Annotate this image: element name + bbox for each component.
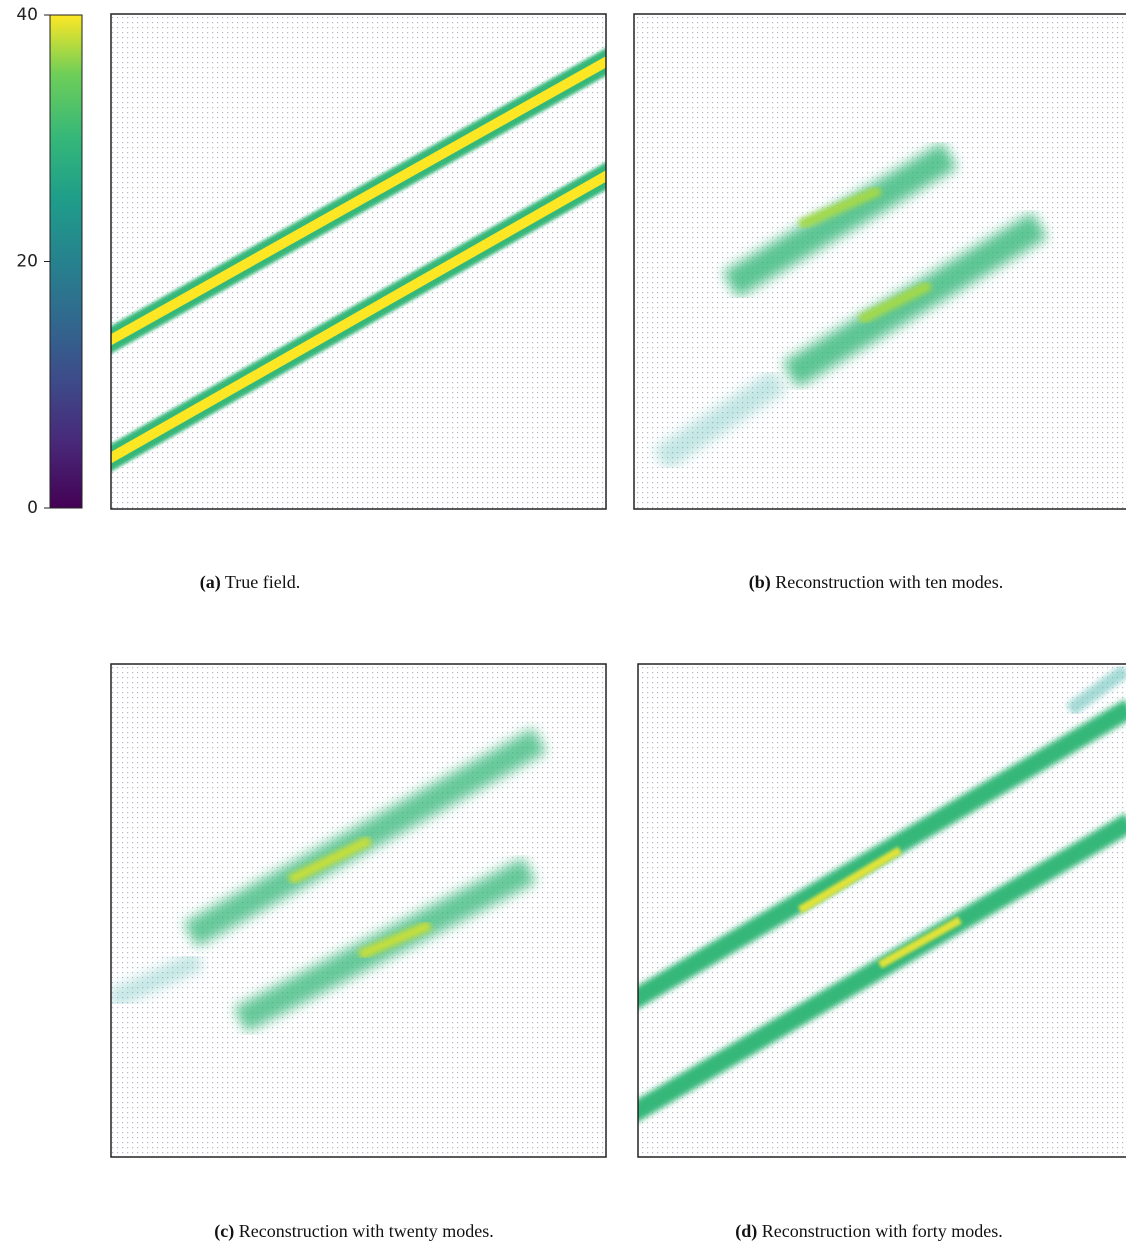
panel-a-field bbox=[111, 14, 606, 509]
caption-label: (b) bbox=[749, 572, 771, 593]
tick-label: 0 bbox=[27, 498, 38, 518]
panel-frame bbox=[110, 13, 607, 510]
caption-text: Reconstruction with forty modes. bbox=[762, 1221, 1003, 1241]
panel-c-field bbox=[111, 664, 606, 1157]
colorbar-gradient bbox=[49, 14, 83, 509]
panel-frame bbox=[110, 663, 607, 1158]
panel-b-field bbox=[634, 14, 1126, 509]
colorbar: 0 20 40 bbox=[16, 5, 83, 518]
tick-label: 20 bbox=[16, 252, 38, 272]
caption-d: (d) Reconstruction with forty modes. bbox=[735, 1221, 1002, 1242]
caption-b: (b) Reconstruction with ten modes. bbox=[749, 572, 1003, 593]
caption-label: (d) bbox=[735, 1221, 757, 1242]
panel-d-field bbox=[638, 664, 1126, 1157]
tick-label: 40 bbox=[16, 5, 38, 25]
caption-text: Reconstruction with ten modes. bbox=[775, 572, 1003, 592]
panel-frame bbox=[637, 663, 1126, 1158]
caption-a: (a) True field. bbox=[200, 572, 301, 593]
caption-c: (c) Reconstruction with twenty modes. bbox=[214, 1221, 493, 1242]
panel-frame bbox=[633, 13, 1126, 510]
caption-label: (c) bbox=[214, 1221, 234, 1242]
caption-text: True field. bbox=[225, 572, 300, 592]
caption-text: Reconstruction with twenty modes. bbox=[239, 1221, 494, 1241]
caption-label: (a) bbox=[200, 572, 221, 593]
